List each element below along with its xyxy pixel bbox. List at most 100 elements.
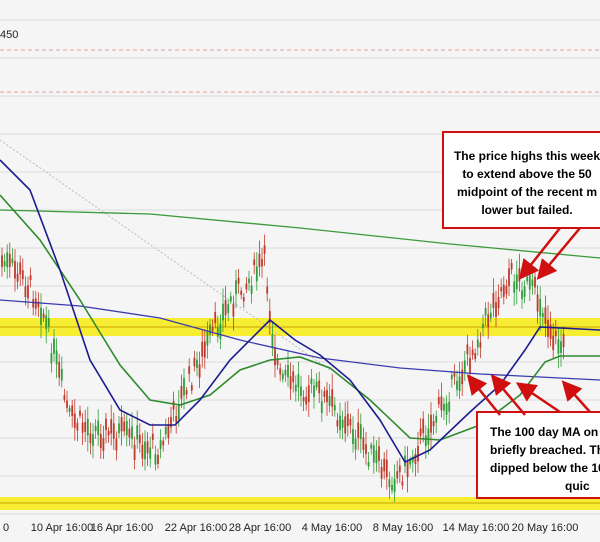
candle-body: [162, 440, 165, 446]
candle-body: [432, 421, 435, 427]
candle-body: [427, 428, 430, 445]
candle-body: [133, 444, 136, 461]
candle-body: [456, 380, 458, 390]
candle-body: [76, 422, 79, 431]
arrow: [561, 380, 591, 413]
candle-body: [289, 376, 292, 390]
candle-body: [417, 445, 419, 462]
candle-body: [34, 298, 37, 309]
x-tick-label: 8 May 16:00: [373, 522, 434, 534]
candle-body: [287, 364, 289, 378]
candle-body: [445, 403, 448, 415]
candle-body: [209, 324, 211, 335]
candle-body: [461, 369, 464, 385]
arrows: [466, 227, 591, 416]
candle-body: [71, 405, 74, 417]
candle-body: [63, 395, 66, 400]
candle-body: [531, 279, 534, 287]
candle-body: [120, 417, 123, 432]
candle-body: [502, 284, 505, 297]
candle-body: [414, 454, 417, 465]
candle-body: [300, 386, 302, 397]
candle-body: [6, 252, 9, 268]
candle-body: [99, 434, 102, 449]
candle-body: [411, 456, 414, 463]
candle-body: [198, 364, 201, 378]
trend-line: [0, 139, 331, 371]
candle-body: [159, 440, 162, 450]
candle-body: [544, 307, 547, 324]
candle-body: [92, 434, 94, 446]
candle-body: [406, 459, 409, 478]
candle-body: [396, 471, 399, 479]
candle-body: [292, 371, 295, 383]
candle-body: [21, 270, 24, 280]
arrow: [515, 382, 561, 414]
candle-body: [11, 258, 14, 264]
arrow: [518, 227, 561, 280]
candle-body: [60, 368, 63, 381]
annotation-text: The 100 day MA on: [490, 425, 598, 439]
candle-body: [302, 397, 305, 402]
candle-body: [125, 420, 128, 436]
candle-body: [339, 415, 341, 431]
candle-body: [50, 353, 53, 364]
candle-body: [419, 428, 422, 436]
price-label: 450: [0, 29, 18, 41]
candle-body: [453, 372, 456, 377]
candle-body: [344, 416, 347, 434]
candle-body: [380, 467, 383, 479]
candle-body: [370, 444, 373, 449]
candle-body: [313, 385, 315, 398]
candle-body: [19, 262, 22, 275]
candle-body: [253, 259, 256, 266]
candle-body: [29, 275, 32, 280]
candle-body: [383, 458, 386, 472]
candle-body: [263, 245, 266, 254]
candle-body: [508, 268, 510, 287]
candle-body: [424, 435, 427, 447]
candle-body: [3, 261, 6, 267]
candle-body: [86, 418, 89, 436]
candle-body: [146, 441, 149, 454]
candle-body: [193, 357, 196, 367]
candle-body: [68, 407, 71, 412]
annotation-text: midpoint of the recent m: [457, 185, 597, 199]
candle-body: [331, 389, 334, 407]
candle-body: [180, 385, 183, 399]
candle-body: [66, 400, 68, 408]
candle-body: [359, 424, 362, 440]
candle-body: [37, 301, 40, 308]
moving-average-20: [0, 159, 600, 464]
candle-body: [476, 339, 479, 348]
candle-body: [250, 285, 253, 294]
candle-body: [32, 299, 35, 308]
candle-body: [185, 390, 188, 395]
arrow: [536, 227, 581, 280]
candle-body: [560, 341, 562, 354]
candle-body: [175, 416, 178, 423]
candle-body: [341, 419, 344, 428]
candle-body: [318, 380, 321, 394]
annotation-text: lower but failed.: [481, 203, 572, 217]
candle-body: [515, 274, 518, 290]
candle-body: [458, 376, 461, 391]
candle-body: [136, 425, 139, 440]
candle-body: [305, 396, 308, 405]
candle-body: [164, 426, 167, 435]
candle-body: [326, 389, 328, 403]
candle-body: [448, 401, 451, 412]
candle-body: [27, 285, 29, 299]
candle-body: [294, 384, 297, 392]
candle-body: [492, 293, 495, 309]
candles: [1, 234, 565, 502]
candle-body: [440, 396, 443, 411]
candle-body: [536, 294, 539, 312]
candle-body: [170, 416, 172, 428]
arrow: [490, 374, 526, 416]
candle-body: [97, 420, 100, 436]
candle-body: [310, 378, 313, 385]
annotation-text: briefly breached. Th: [490, 443, 600, 457]
candle-body: [409, 460, 412, 465]
